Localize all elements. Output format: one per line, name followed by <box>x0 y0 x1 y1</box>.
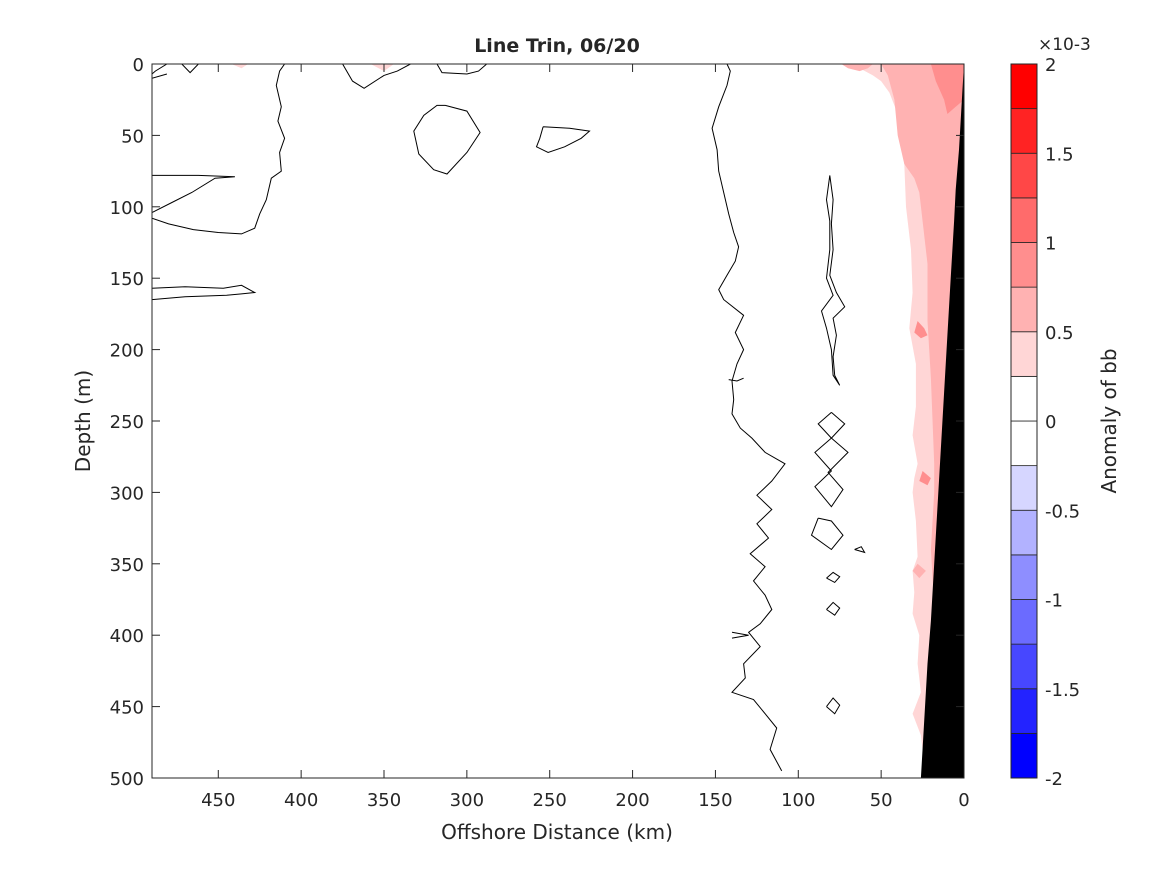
chart-title: Line Trin, 06/20 <box>474 35 640 57</box>
anomaly-region-8 <box>370 64 394 72</box>
colorbar-tick-label: 2 <box>1045 55 1056 76</box>
zero-contour-9 <box>535 126 591 154</box>
zero-contour-6 <box>342 64 411 89</box>
plot-area: 450 400 350 300 250 200 150 100 50 0 050100150200… <box>110 55 970 811</box>
colorbar-band <box>1010 688 1038 734</box>
x-tick-label: 100 <box>781 790 815 811</box>
anomaly-region-3 <box>841 64 873 72</box>
zero-contour-17 <box>826 601 841 616</box>
colorbar-tick-label: -2 <box>1045 769 1063 790</box>
colorbar-band <box>1010 108 1038 154</box>
zero-contour-16 <box>826 571 841 584</box>
zero-contour-13 <box>820 175 846 386</box>
colorbar-tick-label: 0 <box>1045 412 1056 433</box>
colorbar-label: Anomaly of bb <box>1097 348 1121 493</box>
colorbar-band <box>1010 420 1038 467</box>
zero-contour-11 <box>728 377 744 382</box>
zero-contour-8 <box>413 104 481 175</box>
y-tick-label: 350 <box>110 555 144 576</box>
colorbar-band <box>1010 509 1038 556</box>
zero-contour-14 <box>814 412 849 508</box>
colorbar-band <box>1010 732 1038 779</box>
y-tick-label: 300 <box>110 483 144 504</box>
colorbar-band <box>1010 242 1038 288</box>
zero-contour-0 <box>152 73 168 79</box>
x-tick-label: 400 <box>284 790 318 811</box>
colorbar-band <box>1010 152 1038 199</box>
zero-contour-19 <box>854 546 866 554</box>
y-tick-label: 50 <box>121 126 144 147</box>
y-tick-label: 500 <box>110 769 144 790</box>
colorbar-tick-label: -0.5 <box>1045 501 1080 522</box>
anomaly-region-6 <box>912 563 926 579</box>
zero-contour-15 <box>810 517 844 551</box>
x-tick-label: 250 <box>533 790 567 811</box>
x-tick-label: 0 <box>958 790 969 811</box>
y-tick-label: 150 <box>110 269 144 290</box>
colorbar-tick-label: 1 <box>1045 234 1056 255</box>
colorbar-band <box>1010 375 1038 422</box>
anomaly-region-4 <box>914 321 928 339</box>
x-axis: 450 400 350 300 250 200 150 100 50 0 <box>201 64 970 811</box>
zero-contour-1 <box>152 64 168 75</box>
bathymetry-shape <box>920 64 964 778</box>
zero-contour-3 <box>152 174 235 213</box>
colorbar-band <box>1010 286 1038 333</box>
x-tick-label: 450 <box>201 790 235 811</box>
colorbar-tick-label: -1.5 <box>1045 680 1080 701</box>
plot-background <box>152 64 964 778</box>
anomaly-region-5 <box>919 471 931 486</box>
colorbar-band <box>1010 331 1038 377</box>
y-axis-label: Depth (m) <box>71 370 95 472</box>
colorbar-tick-label: 1.5 <box>1045 144 1074 165</box>
colorbar-band <box>1010 63 1038 110</box>
y-tick-label: 400 <box>110 626 144 647</box>
y-axis: 0 50 100 150 200 250 300 350 400 450 500 <box>110 55 964 790</box>
colorbar-tick-label: 0.5 <box>1045 323 1074 344</box>
x-tick-label: 350 <box>367 790 401 811</box>
y-tick-label: 450 <box>110 698 144 719</box>
zero-contour-10 <box>711 64 786 772</box>
colorbar-band <box>1010 643 1038 690</box>
colorbar-band <box>1010 554 1038 600</box>
colorbar: 2 1.5 1 0.5 0 -0.5 -1 -1.5 -2 <box>1010 55 1080 790</box>
zero-contour-7 <box>436 64 488 75</box>
colorbar-band <box>1010 197 1038 243</box>
zero-contour-4 <box>152 64 286 235</box>
zero-contour-12 <box>731 631 749 639</box>
bathymetry-layer <box>920 64 964 778</box>
x-tick-label: 200 <box>615 790 649 811</box>
x-tick-label: 150 <box>698 790 732 811</box>
colorbar-frame <box>1010 63 1038 779</box>
zero-contour-5 <box>152 284 257 301</box>
y-tick-label: 0 <box>133 55 144 76</box>
y-tick-label: 250 <box>110 412 144 433</box>
anomaly-region-7 <box>231 64 249 69</box>
zero-contour-layer <box>152 64 866 772</box>
x-tick-label: 300 <box>450 790 484 811</box>
colorbar-band <box>1010 599 1038 645</box>
colorbar-band <box>1010 465 1038 511</box>
y-tick-label: 100 <box>110 198 144 219</box>
x-tick-label: 50 <box>870 790 893 811</box>
zero-contour-18 <box>826 697 841 715</box>
zero-contour-2 <box>181 64 199 74</box>
colorbar-exponent: ×10-3 <box>1038 35 1091 55</box>
anomaly-region-2 <box>930 64 964 114</box>
x-axis-label: Offshore Distance (km) <box>441 820 673 844</box>
y-tick-label: 200 <box>110 341 144 362</box>
colorbar-tick-label: -1 <box>1045 591 1063 612</box>
